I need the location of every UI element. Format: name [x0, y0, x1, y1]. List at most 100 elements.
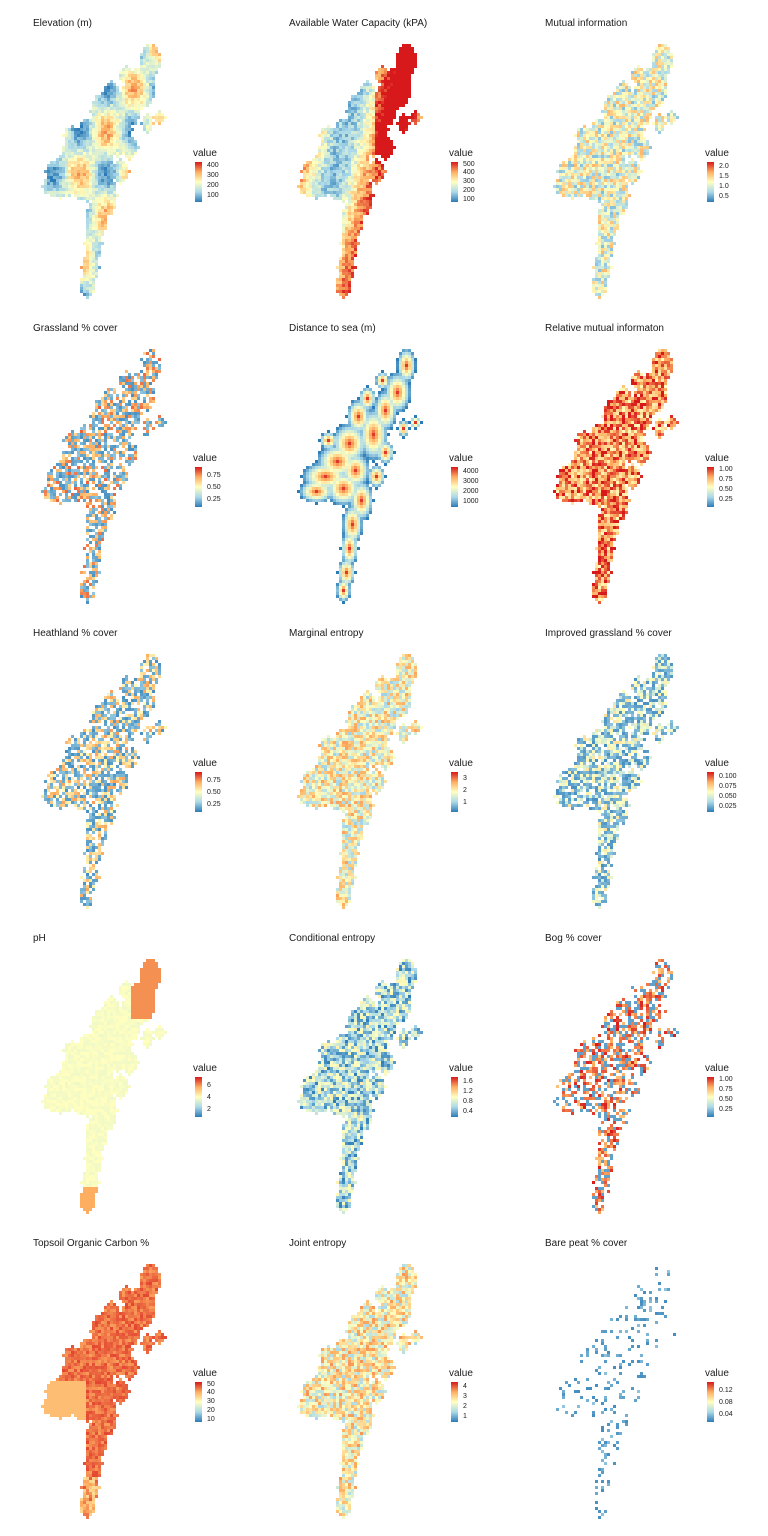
raster-cell [131, 415, 134, 418]
raster-cell [101, 224, 104, 227]
raster-cell [357, 167, 360, 170]
raster-cell [387, 128, 390, 131]
raster-cell [110, 116, 113, 119]
raster-cell [580, 128, 583, 131]
raster-cell [631, 161, 634, 164]
raster-cell [363, 191, 366, 194]
raster-cell [101, 484, 104, 487]
raster-cell [98, 143, 101, 146]
raster-cell [107, 511, 110, 514]
raster-cell [378, 179, 381, 182]
raster-cell [95, 269, 98, 272]
raster-cell [101, 230, 104, 233]
raster-cell [80, 134, 83, 137]
raster-cell [351, 245, 354, 248]
raster-cell [95, 556, 98, 559]
raster-cell [95, 251, 98, 254]
raster-cell [122, 146, 125, 149]
raster-cell [53, 466, 56, 469]
raster-cell [345, 245, 348, 248]
raster-cell [354, 212, 357, 215]
raster-cell [369, 119, 372, 122]
raster-cell [613, 95, 616, 98]
raster-cell [342, 191, 345, 194]
raster-cell [74, 481, 77, 484]
raster-cell [384, 95, 387, 98]
raster-cell [351, 200, 354, 203]
raster-cell [378, 400, 381, 403]
legend-title: value [193, 453, 217, 464]
raster-cell [601, 290, 604, 293]
raster-cell [354, 149, 357, 152]
raster-cell [381, 110, 384, 113]
raster-cell [345, 221, 348, 224]
raster-cell [321, 164, 324, 167]
raster-cell [613, 170, 616, 173]
raster-cell [351, 263, 354, 266]
raster-cell [53, 191, 56, 194]
raster-cell [354, 215, 357, 218]
raster-cell [95, 200, 98, 203]
raster-cell [357, 418, 360, 421]
raster-cell [652, 95, 655, 98]
raster-cell [95, 167, 98, 170]
raster-cell [83, 484, 86, 487]
raster-cell [366, 158, 369, 161]
raster-cell [315, 170, 318, 173]
raster-cell [65, 128, 68, 131]
raster-cell [402, 98, 405, 101]
raster-cell [339, 164, 342, 167]
raster-cell [47, 191, 50, 194]
raster-cell [610, 206, 613, 209]
raster-cell [104, 406, 107, 409]
raster-cell [86, 245, 89, 248]
raster-cell [601, 143, 604, 146]
raster-cell [399, 56, 402, 59]
raster-cell [68, 161, 71, 164]
raster-cell [378, 140, 381, 143]
raster-cell [86, 251, 89, 254]
raster-cell [68, 499, 71, 502]
raster-cell [595, 260, 598, 263]
raster-cell [107, 391, 110, 394]
raster-cell [378, 445, 381, 448]
legend-title: value [193, 148, 217, 159]
raster-cell [625, 164, 628, 167]
raster-cell [107, 146, 110, 149]
raster-cell [119, 382, 122, 385]
raster-cell [107, 170, 110, 173]
raster-cell [101, 457, 104, 460]
raster-cell [402, 77, 405, 80]
raster-cell [131, 409, 134, 412]
raster-cell [601, 158, 604, 161]
raster-cell [357, 152, 360, 155]
raster-cell [122, 412, 125, 415]
raster-cell [134, 403, 137, 406]
raster-cell [366, 173, 369, 176]
raster-cell [628, 128, 631, 131]
raster-cell [107, 116, 110, 119]
raster-cell [393, 391, 396, 394]
raster-cell [640, 125, 643, 128]
raster-cell [86, 161, 89, 164]
raster-cell [119, 116, 122, 119]
raster-cell [616, 191, 619, 194]
raster-cell [574, 170, 577, 173]
raster-cell [661, 116, 664, 119]
raster-cell [408, 370, 411, 373]
raster-cell [610, 149, 613, 152]
raster-cell [646, 143, 649, 146]
raster-cell [351, 104, 354, 107]
raster-cell [59, 158, 62, 161]
raster-cell [381, 74, 384, 77]
raster-cell [50, 493, 53, 496]
raster-cell [378, 101, 381, 104]
raster-cell [158, 113, 161, 116]
raster-cell [348, 161, 351, 164]
raster-cell [610, 158, 613, 161]
raster-cell [607, 110, 610, 113]
raster-cell [556, 170, 559, 173]
raster-cell [134, 107, 137, 110]
raster-cell [607, 191, 610, 194]
raster-cell [98, 173, 101, 176]
